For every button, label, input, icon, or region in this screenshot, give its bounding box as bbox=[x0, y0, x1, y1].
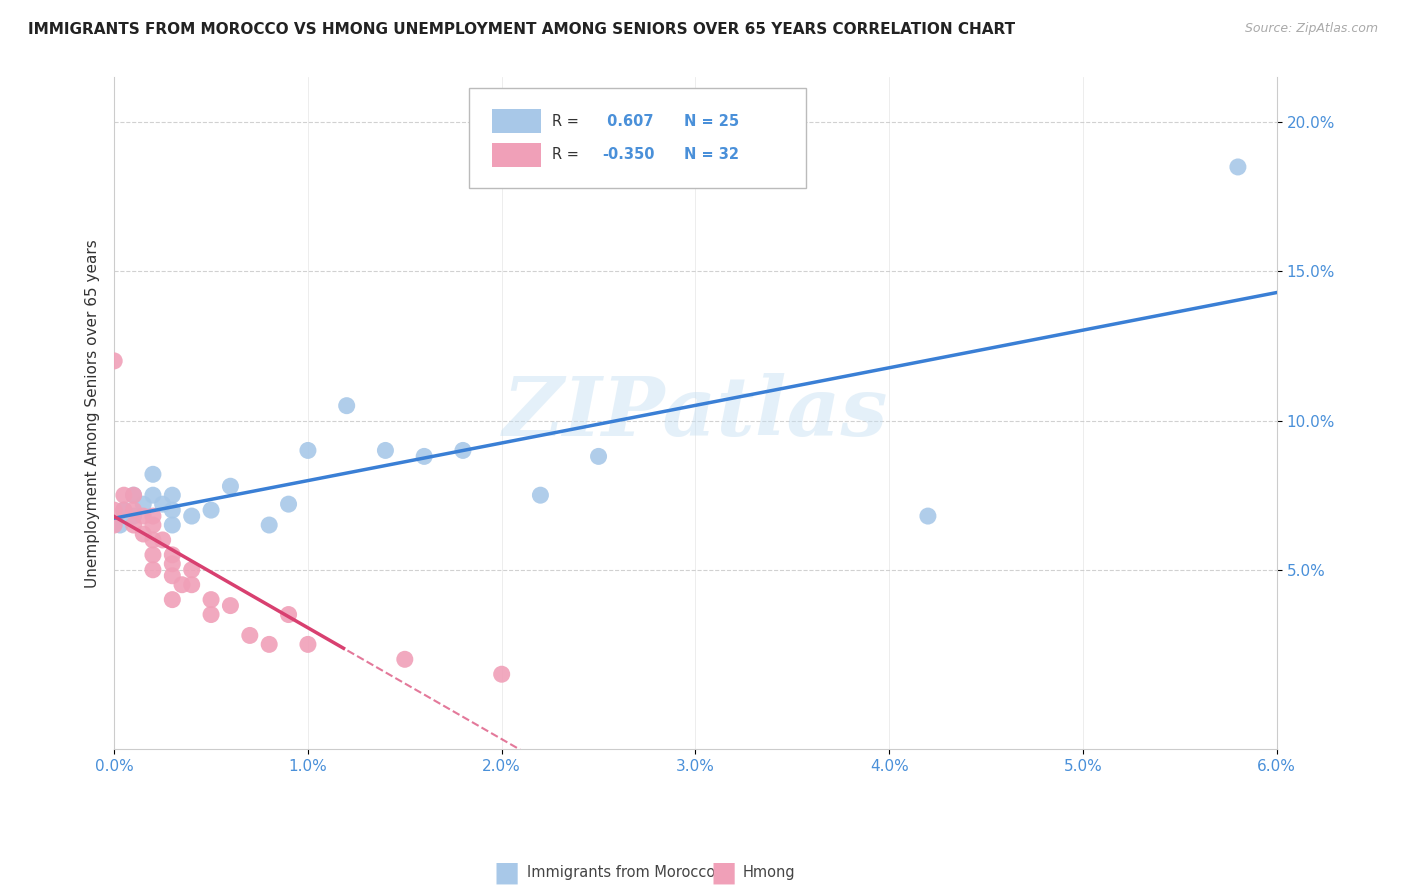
Text: Source: ZipAtlas.com: Source: ZipAtlas.com bbox=[1244, 22, 1378, 36]
Point bbox=[529, 488, 551, 502]
Point bbox=[180, 509, 202, 524]
Point bbox=[142, 467, 165, 482]
Point bbox=[162, 592, 184, 607]
Point bbox=[112, 503, 135, 517]
Text: R =: R = bbox=[553, 113, 583, 128]
Point bbox=[142, 488, 165, 502]
Point bbox=[200, 607, 222, 622]
Point bbox=[122, 488, 145, 502]
Point bbox=[142, 509, 165, 524]
Point bbox=[917, 509, 939, 524]
Point bbox=[122, 509, 145, 524]
Point bbox=[491, 667, 513, 681]
Point bbox=[413, 450, 436, 464]
Point bbox=[112, 488, 135, 502]
Point bbox=[103, 518, 125, 533]
Point bbox=[142, 533, 165, 547]
Point bbox=[336, 399, 359, 413]
Point bbox=[219, 599, 242, 613]
Point bbox=[122, 518, 145, 533]
Point bbox=[122, 503, 145, 517]
Point bbox=[257, 637, 280, 651]
Point bbox=[108, 518, 131, 533]
Point bbox=[277, 607, 299, 622]
Point bbox=[162, 557, 184, 571]
Point bbox=[588, 450, 610, 464]
Point bbox=[112, 503, 135, 517]
Point bbox=[257, 518, 280, 533]
Point bbox=[297, 443, 319, 458]
Point bbox=[200, 592, 222, 607]
Point bbox=[142, 518, 165, 533]
Point bbox=[277, 497, 299, 511]
Text: R =: R = bbox=[553, 147, 583, 162]
FancyBboxPatch shape bbox=[468, 87, 806, 188]
Text: N = 32: N = 32 bbox=[683, 147, 738, 162]
Text: ■: ■ bbox=[494, 858, 519, 887]
Point bbox=[170, 578, 193, 592]
Point bbox=[394, 652, 416, 666]
Text: 0.607: 0.607 bbox=[602, 113, 654, 128]
Point bbox=[200, 503, 222, 517]
Point bbox=[132, 527, 155, 541]
Point bbox=[374, 443, 396, 458]
Point bbox=[162, 503, 184, 517]
Text: -0.350: -0.350 bbox=[602, 147, 655, 162]
Point bbox=[142, 563, 165, 577]
FancyBboxPatch shape bbox=[492, 143, 541, 167]
Text: IMMIGRANTS FROM MOROCCO VS HMONG UNEMPLOYMENT AMONG SENIORS OVER 65 YEARS CORREL: IMMIGRANTS FROM MOROCCO VS HMONG UNEMPLO… bbox=[28, 22, 1015, 37]
Point bbox=[132, 509, 155, 524]
Point bbox=[451, 443, 474, 458]
Point bbox=[152, 533, 174, 547]
Point bbox=[103, 354, 125, 368]
Point bbox=[142, 548, 165, 562]
Point bbox=[162, 548, 184, 562]
Point bbox=[180, 563, 202, 577]
Text: Immigrants from Morocco: Immigrants from Morocco bbox=[527, 865, 716, 880]
Point bbox=[239, 628, 262, 642]
Point bbox=[219, 479, 242, 493]
Point bbox=[180, 578, 202, 592]
Point bbox=[1226, 160, 1249, 174]
Text: Hmong: Hmong bbox=[742, 865, 794, 880]
Point bbox=[122, 488, 145, 502]
Point bbox=[297, 637, 319, 651]
Point bbox=[103, 503, 125, 517]
Point bbox=[162, 518, 184, 533]
Y-axis label: Unemployment Among Seniors over 65 years: Unemployment Among Seniors over 65 years bbox=[86, 239, 100, 588]
Text: ZIPatlas: ZIPatlas bbox=[503, 373, 889, 453]
FancyBboxPatch shape bbox=[492, 109, 541, 133]
Text: N = 25: N = 25 bbox=[683, 113, 740, 128]
Point bbox=[152, 497, 174, 511]
Point bbox=[132, 497, 155, 511]
Point bbox=[162, 568, 184, 582]
Point bbox=[162, 488, 184, 502]
Text: ■: ■ bbox=[711, 858, 737, 887]
